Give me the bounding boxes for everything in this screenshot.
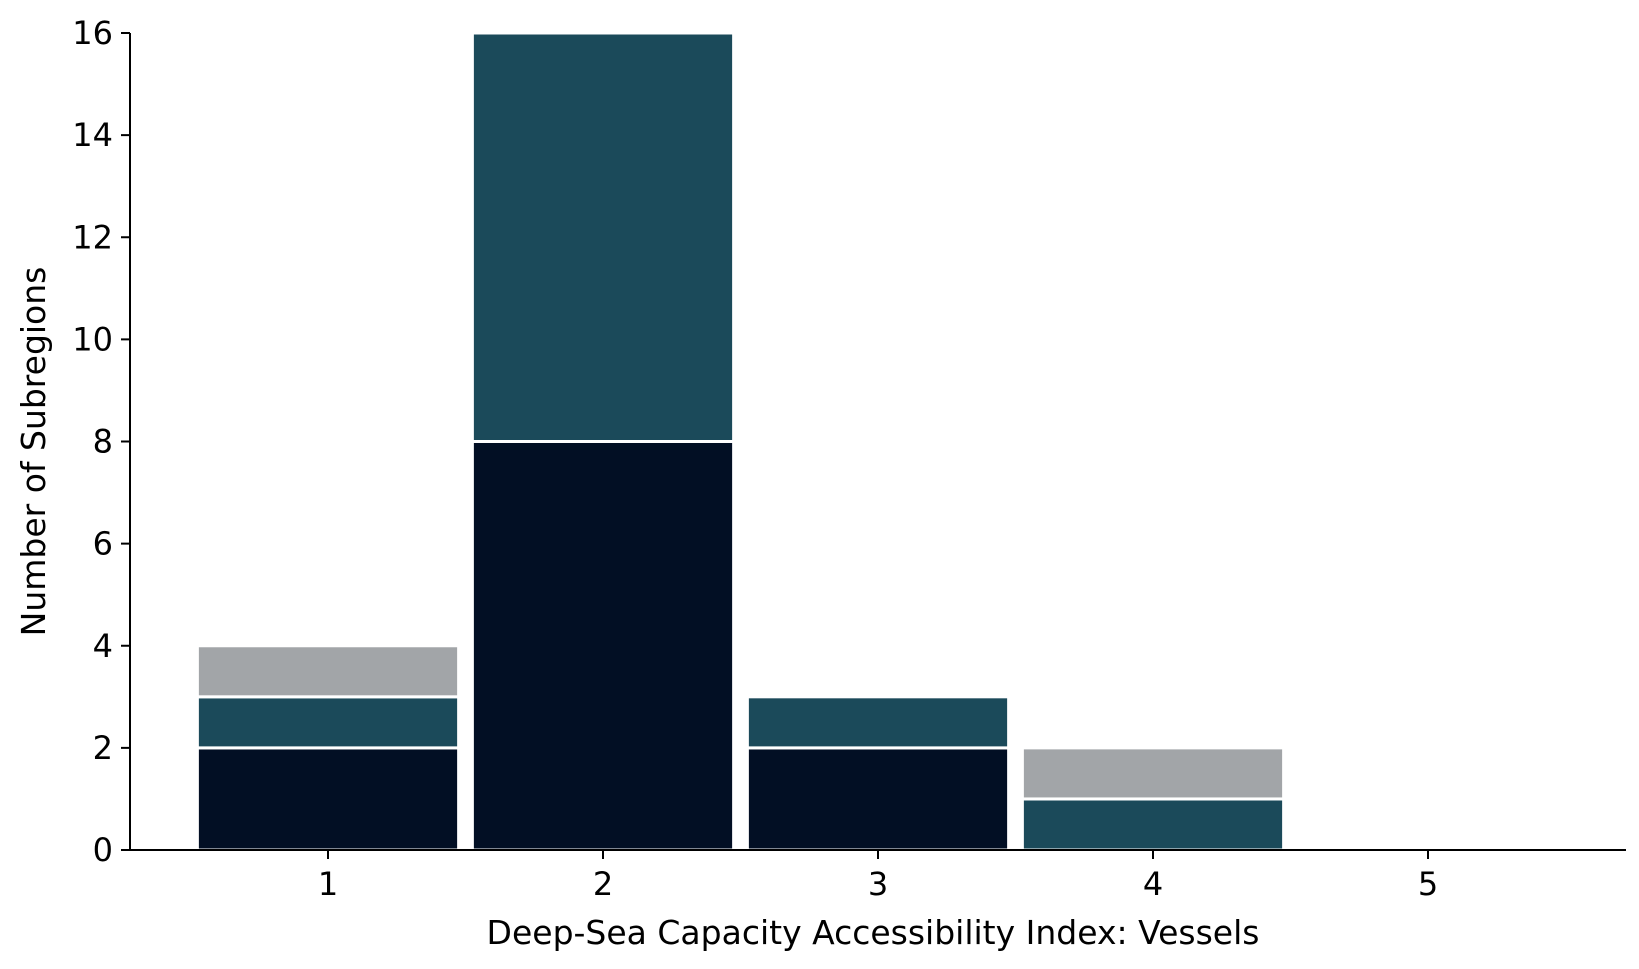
bars-group <box>195 31 1286 852</box>
x-tick-label: 2 <box>593 865 613 903</box>
bar-segment-2-series-1 <box>470 440 736 852</box>
y-tick-label: 0 <box>93 831 113 869</box>
bar-segment-3-series-1 <box>745 746 1011 852</box>
y-tick-label: 14 <box>72 116 113 154</box>
bar-segment-1-series-1 <box>195 746 461 852</box>
y-tick-label: 16 <box>72 14 113 52</box>
y-tick-label: 2 <box>93 729 113 767</box>
bar-segment-1-series-2 <box>195 695 461 750</box>
bar-segment-1-series-3 <box>195 644 461 699</box>
y-axis-ticks: 0 2 4 6 8 10 12 14 16 <box>72 14 130 869</box>
x-axis-label: Deep-Sea Capacity Accessibility Index: V… <box>487 913 1260 952</box>
y-axis-label: Number of Subregions <box>14 267 53 637</box>
bar-segment-2-series-2 <box>470 31 736 443</box>
bar-segment-4-series-3 <box>1020 746 1286 801</box>
bar-segment-3-series-2 <box>745 695 1011 750</box>
y-tick-label: 8 <box>93 423 113 461</box>
y-tick-label: 4 <box>93 627 113 665</box>
x-tick-label: 4 <box>1143 865 1163 903</box>
x-tick-label: 3 <box>868 865 888 903</box>
x-axis-ticks: 1 2 3 4 5 <box>318 850 1438 903</box>
y-tick-label: 10 <box>72 320 113 358</box>
x-tick-label: 1 <box>318 865 338 903</box>
y-tick-label: 6 <box>93 525 113 563</box>
bar-segment-4-series-2 <box>1020 797 1286 852</box>
y-tick-label: 12 <box>72 218 113 256</box>
x-tick-label: 5 <box>1418 865 1438 903</box>
